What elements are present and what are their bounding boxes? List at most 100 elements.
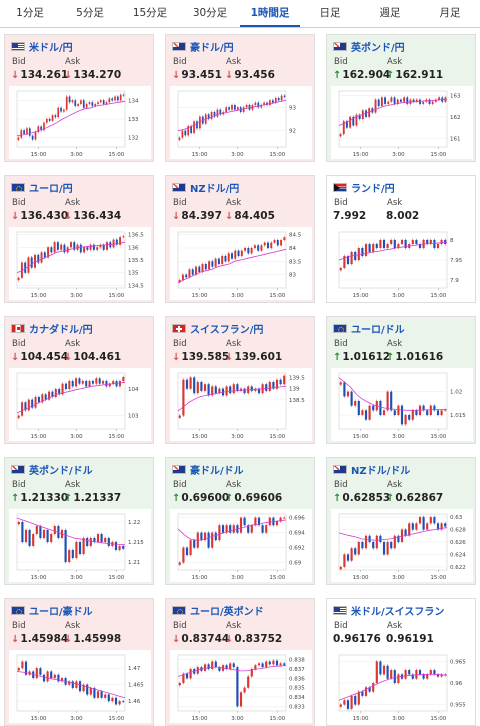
candle — [355, 114, 358, 126]
candle — [433, 405, 436, 411]
candle — [361, 691, 364, 696]
currency-pair-link[interactable]: 英ポンド/円 — [351, 42, 405, 54]
currency-pair-link[interactable]: ユーロ/英ポンド — [190, 606, 264, 618]
candle — [48, 391, 51, 400]
ask-value: 136.434 — [73, 210, 122, 222]
currency-pair-link[interactable]: ランド/円 — [351, 183, 395, 195]
candle — [379, 661, 382, 675]
candle — [270, 242, 273, 248]
card-header: 豪ドル/ドル — [172, 463, 244, 477]
tab-3[interactable]: 30分足 — [192, 7, 228, 19]
currency-pair-link[interactable]: 米ドル/スイスフラン — [351, 606, 445, 618]
candle — [225, 665, 228, 669]
rate-card[interactable]: 豪ドル/ドル Bid Ask ↑0.69600 ↑0.69606 0.696 0.694 0.… — [165, 457, 315, 585]
moving-average-line — [338, 527, 448, 541]
candle — [79, 244, 82, 253]
rate-card[interactable]: カナダドル/円 Bid Ask ↓104.454 ↓104.461 104 103 15:00… — [4, 316, 154, 444]
bid-label: Bid — [334, 339, 348, 349]
candle — [283, 237, 286, 240]
rate-card[interactable]: ユーロ/豪ドル Bid Ask ↓1.45984 ↓1.45998 1.47 1.465 1.… — [4, 598, 154, 726]
candle — [372, 244, 375, 252]
candle — [207, 114, 210, 119]
price-chart[interactable]: 104 103 15:00 3:00 15:00 — [9, 368, 151, 441]
moving-average-line — [177, 248, 287, 284]
x-tick-label: 3:00 — [231, 434, 244, 440]
x-tick-label: 15:00 — [192, 293, 208, 299]
rate-card[interactable]: 豪ドル/円 Bid Ask ↓93.451 ↓93.456 93 92 15:00 3:00 15… — [165, 34, 315, 162]
currency-pair-link[interactable]: ユーロ/豪ドル — [29, 606, 93, 618]
tab-7[interactable]: 月足 — [439, 7, 461, 19]
rate-card[interactable]: 米ドル/円 Bid Ask ↓134.261 ↓134.270 134 133 132 15:0… — [4, 34, 154, 162]
candle — [60, 244, 63, 250]
rate-card[interactable]: 英ポンド/円 Bid Ask ↑162.904 ↑162.911 163 162 161 15:… — [326, 34, 476, 162]
rate-card[interactable]: ユーロ/英ポンド Bid Ask ↓0.83744 ↓0.83752 0.838 0.837… — [165, 598, 315, 726]
currency-pair-link[interactable]: スイスフラン/円 — [190, 324, 264, 336]
ask-label: Ask — [387, 339, 403, 349]
currency-pair-link[interactable]: ユーロ/円 — [29, 183, 73, 195]
rate-card[interactable]: NZドル/円 Bid Ask ↓84.397 ↓84.405 84.5 84 83.5 83 15… — [165, 175, 315, 303]
candle — [178, 280, 181, 283]
candle — [178, 683, 181, 686]
currency-pair-link[interactable]: カナダドル/円 — [29, 324, 93, 336]
y-tick-label: 92 — [289, 129, 296, 135]
candle — [429, 405, 432, 415]
moving-average-line — [177, 519, 287, 541]
price-chart[interactable]: 134 133 132 15:00 3:00 15:00 — [9, 86, 151, 159]
rate-card[interactable]: ランド/円 Bid Ask 7.992 8.002 8 7.95 7.9 15:00 3:00 15… — [326, 175, 476, 303]
candle — [346, 700, 350, 709]
price-chart[interactable]: 93 92 15:00 3:00 15:00 — [170, 86, 312, 159]
price-chart[interactable]: 84.5 84 83.5 83 15:00 3:00 15:00 — [170, 227, 312, 300]
tab-5[interactable]: 日足 — [319, 7, 341, 19]
candle — [397, 535, 400, 542]
candle — [43, 252, 46, 258]
tab-2[interactable]: 15分足 — [132, 7, 168, 19]
candle — [438, 97, 441, 100]
bid-value: 139.585 — [181, 351, 230, 363]
price-chart[interactable]: 139.5 139 138.5 15:00 3:00 15:00 — [170, 368, 312, 441]
candle — [397, 244, 400, 248]
candle — [243, 517, 246, 526]
x-tick-label: 15:00 — [31, 716, 47, 722]
rate-card[interactable]: ユーロ/ドル Bid Ask ↑1.01612 ↑1.01616 1.02 1.015 15:… — [326, 316, 476, 444]
bid-value: 104.454 — [20, 351, 69, 363]
rate-card[interactable]: NZドル/ドル Bid Ask ↑0.62853 ↑0.62867 0.63 0.628 0.… — [326, 457, 476, 585]
rate-card[interactable]: ユーロ/円 Bid Ask ↓136.430 ↓136.434 136.5 136 135.5… — [4, 175, 154, 303]
ask-value: 1.21337 — [73, 492, 122, 504]
candle — [339, 704, 342, 707]
price-chart[interactable]: 136.5 136 135.5 135 134.5 15:00 3:00 15:00 — [9, 227, 151, 300]
currency-pair-link[interactable]: NZドル/ドル — [351, 465, 411, 477]
rate-card[interactable]: スイスフラン/円 Bid Ask ↓139.585 ↓139.601 139.5 139 13… — [165, 316, 315, 444]
currency-pair-link[interactable]: 英ポンド/ドル — [29, 465, 93, 477]
bid-price: ↓136.430 — [11, 210, 68, 222]
price-chart[interactable]: 0.696 0.694 0.692 0.69 15:00 3:00 15:00 — [170, 509, 312, 582]
tab-1[interactable]: 5分足 — [76, 7, 104, 19]
candle — [53, 526, 56, 534]
candle — [178, 562, 181, 565]
price-chart[interactable]: 1.22 1.215 1.21 15:00 3:00 15:00 — [9, 509, 151, 582]
candle — [418, 670, 422, 675]
rate-card[interactable]: 米ドル/スイスフラン Bid Ask 0.96176 0.96191 0.965 0.96 0… — [326, 598, 476, 726]
candle — [200, 532, 203, 541]
price-chart[interactable]: 8 7.95 7.9 15:00 3:00 15:00 — [331, 227, 473, 300]
candle — [94, 104, 97, 106]
price-chart[interactable]: 0.838 0.837 0.836 0.835 0.834 0.833 15:00 3:00 1… — [170, 650, 312, 723]
candle — [75, 378, 78, 387]
currency-pair-link[interactable]: ユーロ/ドル — [351, 324, 405, 336]
candle — [27, 399, 30, 411]
price-chart[interactable]: 163 162 161 15:00 3:00 15:00 — [331, 86, 473, 159]
rate-card[interactable]: 英ポンド/ドル Bid Ask ↑1.21330 ↑1.21337 1.22 1.215 1.… — [4, 457, 154, 585]
bid-value: 136.430 — [20, 210, 69, 222]
currency-pair-link[interactable]: 豪ドル/ドル — [190, 465, 244, 477]
currency-pair-link[interactable]: 豪ドル/円 — [190, 42, 234, 54]
currency-pair-link[interactable]: NZドル/円 — [190, 183, 240, 195]
price-chart[interactable]: 0.965 0.96 0.955 15:00 3:00 15:00 — [331, 650, 473, 723]
price-chart[interactable]: 1.02 1.015 15:00 3:00 15:00 — [331, 368, 473, 441]
currency-pair-link[interactable]: 米ドル/円 — [29, 42, 73, 54]
candle — [244, 248, 247, 251]
tab-6[interactable]: 週足 — [379, 7, 401, 19]
candle — [436, 523, 440, 530]
price-chart[interactable]: 0.63 0.628 0.626 0.624 0.622 15:00 3:00 15:00 — [331, 509, 473, 582]
tab-0[interactable]: 1分足 — [16, 7, 44, 19]
tab-4[interactable]: 1時間足 — [240, 0, 300, 27]
price-chart[interactable]: 1.47 1.465 1.46 15:00 3:00 15:00 — [9, 650, 151, 723]
